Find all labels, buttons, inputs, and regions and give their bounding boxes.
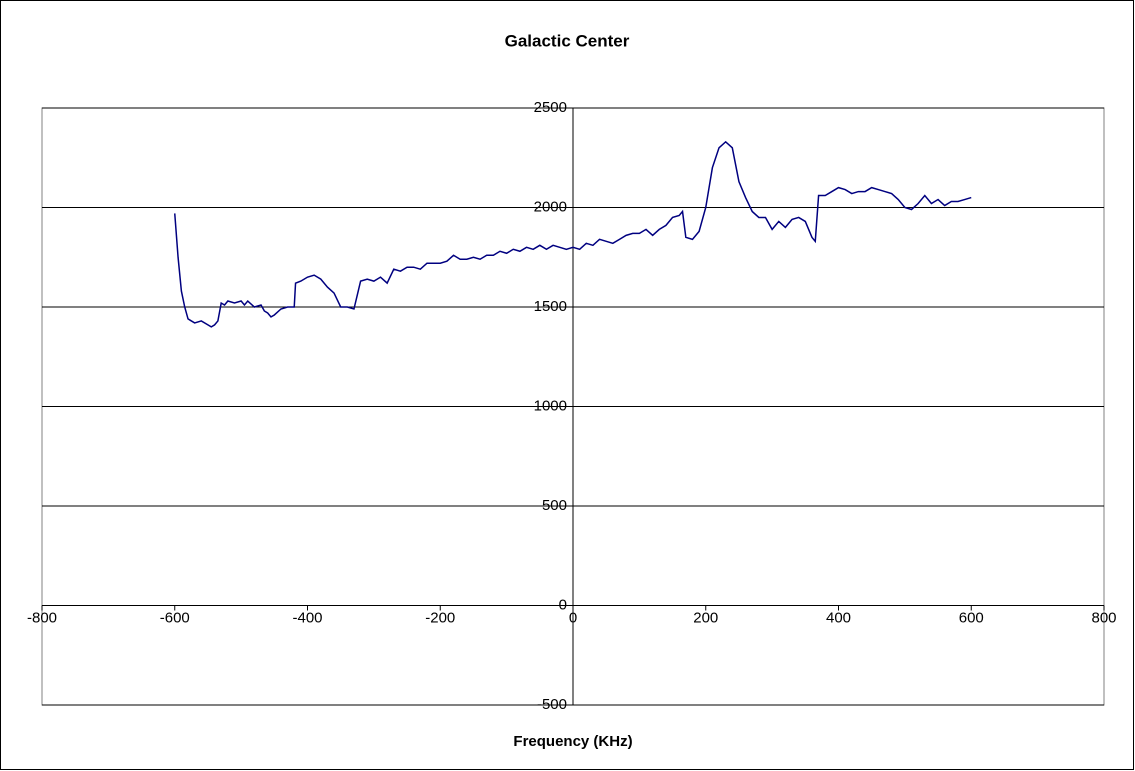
y-tick-label: 1500 bbox=[534, 298, 567, 315]
x-tick-label: 600 bbox=[959, 609, 984, 626]
x-tick-label: 400 bbox=[826, 609, 851, 626]
data-line bbox=[174, 140, 972, 328]
x-tick-label: -200 bbox=[425, 609, 455, 626]
y-tick-label: -500 bbox=[537, 696, 567, 713]
x-tick-label: -400 bbox=[292, 609, 322, 626]
chart-title: Galactic Center bbox=[505, 31, 630, 50]
x-tick-label: -800 bbox=[27, 609, 57, 626]
y-tick-label: 2000 bbox=[534, 198, 567, 215]
y-tick-label: 500 bbox=[542, 497, 567, 514]
x-axis-label: Frequency (KHz) bbox=[513, 733, 632, 750]
x-tick-label: 800 bbox=[1091, 609, 1116, 626]
y-tick-label: 1000 bbox=[534, 397, 567, 414]
x-tick-label: -600 bbox=[160, 609, 190, 626]
y-tick-label: 2500 bbox=[534, 99, 567, 116]
x-tick-label: 200 bbox=[693, 609, 718, 626]
y-tick-label: 0 bbox=[559, 596, 567, 613]
